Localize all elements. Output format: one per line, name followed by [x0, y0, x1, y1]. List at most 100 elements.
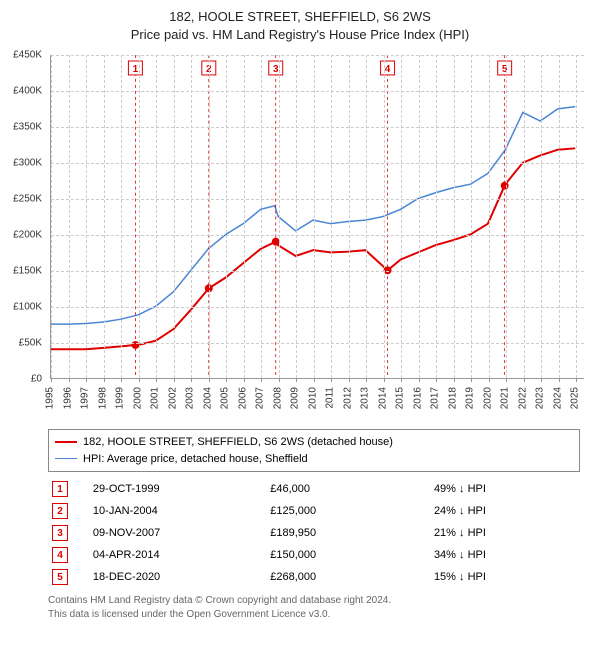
chart-container: 182, HOOLE STREET, SHEFFIELD, S6 2WS Pri…	[0, 0, 600, 625]
grid-v	[419, 55, 420, 378]
table-row: 129-OCT-1999£46,00049% ↓ HPI	[48, 478, 580, 500]
x-tick	[174, 378, 175, 382]
grid-h	[51, 55, 584, 56]
y-axis-label: £200K	[10, 230, 46, 241]
grid-h	[51, 163, 584, 164]
grid-v	[331, 55, 332, 378]
table-row: 309-NOV-2007£189,95021% ↓ HPI	[48, 522, 580, 544]
x-axis-label: 2002	[167, 387, 178, 409]
x-axis-label: 1995	[45, 387, 56, 409]
x-tick	[51, 378, 52, 382]
grid-v	[191, 55, 192, 378]
sale-marker-ref: 5	[52, 569, 68, 585]
x-axis-label: 2018	[447, 387, 458, 409]
sale-price: £189,950	[266, 522, 430, 544]
x-tick	[279, 378, 280, 382]
grid-v	[279, 55, 280, 378]
chart-svg: 12345	[51, 55, 584, 378]
x-tick	[384, 378, 385, 382]
title-address: 182, HOOLE STREET, SHEFFIELD, S6 2WS	[10, 8, 590, 26]
x-tick	[454, 378, 455, 382]
x-axis-label: 1997	[80, 387, 91, 409]
sale-marker-num: 4	[385, 64, 391, 75]
x-axis-label: 2022	[517, 387, 528, 409]
footer-line-1: Contains HM Land Registry data © Crown c…	[48, 594, 580, 608]
x-tick	[226, 378, 227, 382]
x-tick	[349, 378, 350, 382]
grid-v	[384, 55, 385, 378]
sale-date: 09-NOV-2007	[89, 522, 266, 544]
y-axis-label: £0	[10, 374, 46, 385]
grid-v	[314, 55, 315, 378]
x-tick	[261, 378, 262, 382]
grid-v	[471, 55, 472, 378]
table-row: 404-APR-2014£150,00034% ↓ HPI	[48, 544, 580, 566]
x-tick	[366, 378, 367, 382]
grid-v	[489, 55, 490, 378]
grid-h	[51, 307, 584, 308]
x-axis-label: 1999	[115, 387, 126, 409]
sale-price: £46,000	[266, 478, 430, 500]
x-axis-label: 2014	[377, 387, 388, 409]
x-axis-label: 2001	[150, 387, 161, 409]
grid-v	[104, 55, 105, 378]
x-axis-label: 2008	[272, 387, 283, 409]
x-tick	[489, 378, 490, 382]
x-tick	[104, 378, 105, 382]
footer-line-2: This data is licensed under the Open Gov…	[48, 608, 580, 622]
grid-v	[524, 55, 525, 378]
sale-price: £150,000	[266, 544, 430, 566]
sale-delta: 15% ↓ HPI	[430, 566, 580, 588]
y-axis-label: £400K	[10, 86, 46, 97]
y-axis-label: £300K	[10, 158, 46, 169]
x-axis-label: 2016	[412, 387, 423, 409]
x-axis-label: 2023	[535, 387, 546, 409]
legend-label: HPI: Average price, detached house, Shef…	[83, 451, 308, 468]
x-tick	[314, 378, 315, 382]
sale-price: £125,000	[266, 500, 430, 522]
x-tick	[296, 378, 297, 382]
x-axis-label: 2009	[290, 387, 301, 409]
grid-h	[51, 199, 584, 200]
grid-v	[86, 55, 87, 378]
sale-delta: 24% ↓ HPI	[430, 500, 580, 522]
footer-attribution: Contains HM Land Registry data © Crown c…	[48, 594, 580, 621]
legend-row: 182, HOOLE STREET, SHEFFIELD, S6 2WS (de…	[55, 434, 573, 451]
sale-marker-dot	[501, 182, 509, 190]
sale-marker-ref: 3	[52, 525, 68, 541]
title-subtitle: Price paid vs. HM Land Registry's House …	[10, 26, 590, 44]
grid-h	[51, 91, 584, 92]
x-axis-label: 2006	[237, 387, 248, 409]
grid-v	[261, 55, 262, 378]
x-tick	[506, 378, 507, 382]
x-tick	[419, 378, 420, 382]
x-axis-label: 2011	[325, 387, 336, 409]
x-axis-label: 2019	[465, 387, 476, 409]
legend-label: 182, HOOLE STREET, SHEFFIELD, S6 2WS (de…	[83, 434, 393, 451]
y-axis-label: £50K	[10, 338, 46, 349]
y-axis-label: £100K	[10, 302, 46, 313]
chart-area: 12345 £0£50K£100K£150K£200K£250K£300K£35…	[10, 51, 588, 421]
x-axis-label: 2013	[360, 387, 371, 409]
sale-date: 29-OCT-1999	[89, 478, 266, 500]
grid-v	[174, 55, 175, 378]
x-axis-label: 2024	[552, 387, 563, 409]
sale-date: 10-JAN-2004	[89, 500, 266, 522]
sale-delta: 34% ↓ HPI	[430, 544, 580, 566]
x-tick	[576, 378, 577, 382]
x-tick	[541, 378, 542, 382]
sale-marker-ref: 4	[52, 547, 68, 563]
x-tick	[331, 378, 332, 382]
grid-v	[559, 55, 560, 378]
x-tick	[139, 378, 140, 382]
sale-price: £268,000	[266, 566, 430, 588]
grid-v	[296, 55, 297, 378]
x-tick	[471, 378, 472, 382]
grid-v	[244, 55, 245, 378]
x-tick	[209, 378, 210, 382]
grid-v	[156, 55, 157, 378]
x-axis-label: 2004	[202, 387, 213, 409]
grid-v	[506, 55, 507, 378]
x-axis-label: 2012	[342, 387, 353, 409]
grid-v	[139, 55, 140, 378]
